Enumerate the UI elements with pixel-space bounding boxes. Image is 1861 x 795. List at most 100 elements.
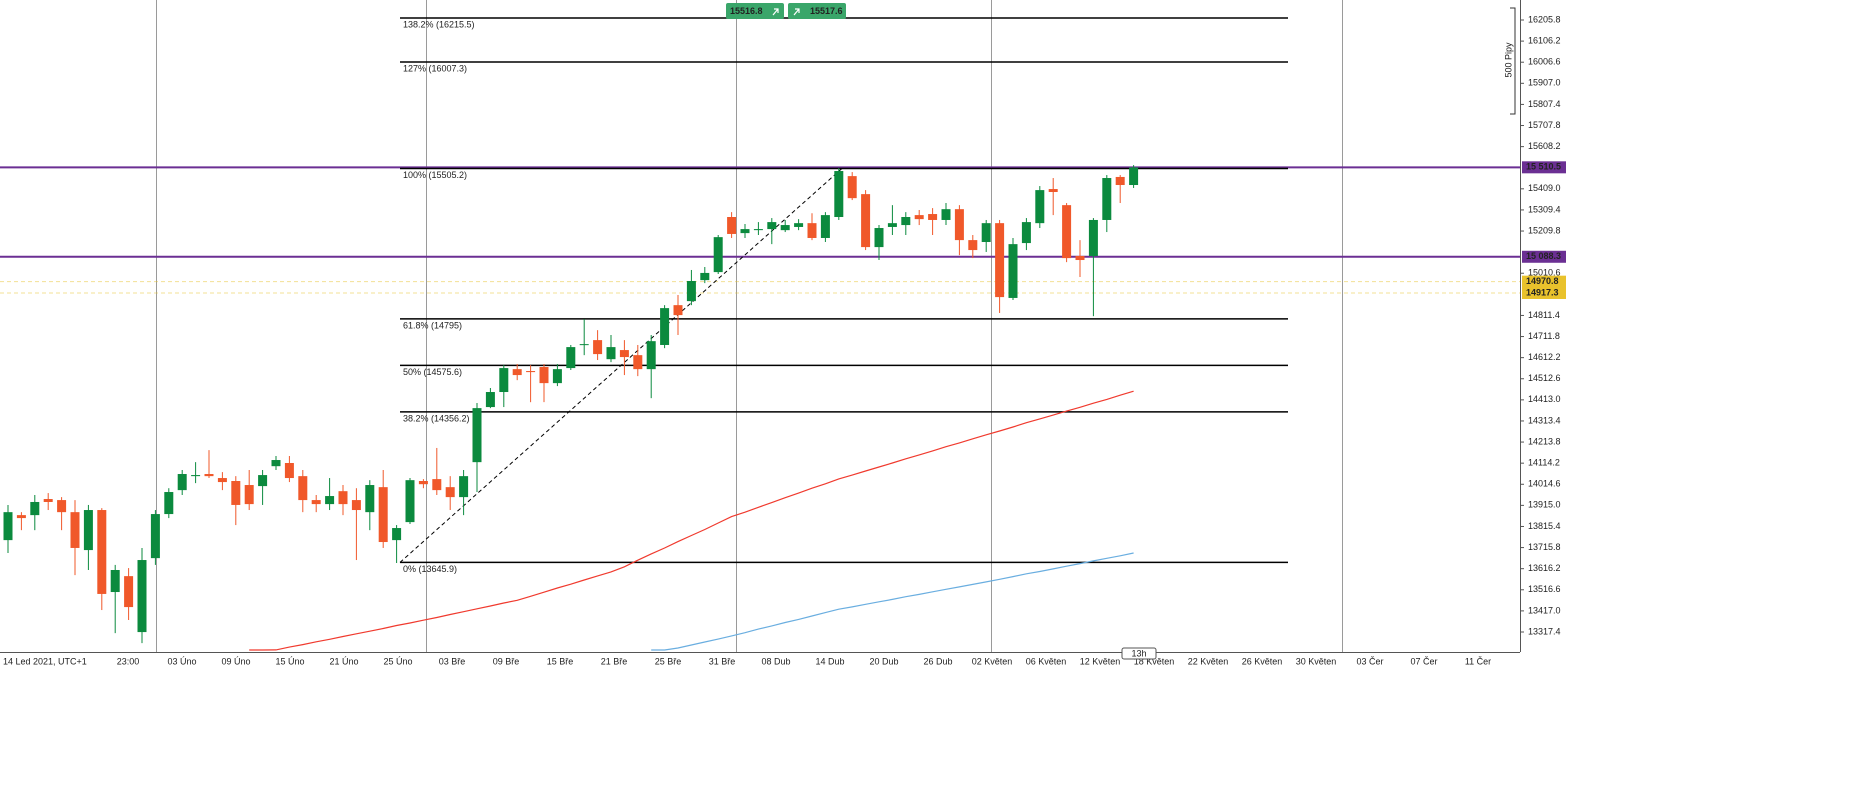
candle-body (686, 280, 696, 302)
price-tag (1522, 161, 1566, 174)
x-tick-label: 22 Květen (1188, 656, 1229, 666)
candle-body (258, 475, 268, 487)
candle-body (753, 229, 763, 231)
candle-body (164, 492, 174, 515)
x-tick-label: 26 Květen (1242, 656, 1283, 666)
price-tag (1522, 287, 1566, 300)
y-tick-label: 16106.2 (1528, 35, 1561, 45)
x-tick-label: 06 Květen (1026, 656, 1067, 666)
price-button-label: 15517.6 (810, 6, 843, 16)
candle-body (472, 408, 482, 463)
candle-body (459, 476, 469, 498)
x-tick-label: 21 Úno (329, 656, 358, 666)
x-tick-label: 21 Bře (601, 656, 628, 666)
candle-body (1035, 190, 1045, 224)
candle-body (30, 501, 40, 516)
fib-label: 0% (13645.9) (403, 564, 457, 574)
candle-body (901, 217, 911, 226)
candle-body (124, 576, 134, 608)
y-tick-label: 14014.6 (1528, 479, 1561, 489)
candle-body (1048, 189, 1058, 193)
candle-body (485, 392, 495, 408)
candle-body (928, 214, 938, 220)
price-tag-label: 15 088.3 (1526, 251, 1561, 261)
x-tick-label: 30 Květen (1296, 656, 1337, 666)
y-tick-label: 14114.2 (1528, 458, 1560, 468)
y-tick-label: 13815.4 (1528, 521, 1561, 531)
price-tag-label: 15 510.5 (1526, 162, 1561, 172)
y-tick-label: 14213.8 (1528, 436, 1561, 446)
y-tick-label: 13915.0 (1528, 500, 1561, 510)
candle-body (579, 344, 589, 346)
candle-body (593, 340, 603, 355)
x-tick-label: 02 Květen (972, 656, 1013, 666)
candle-body (365, 485, 375, 513)
x-tick-label: 03 Čer (1356, 656, 1383, 666)
candle-body (619, 350, 629, 358)
y-tick-label: 16006.6 (1528, 57, 1561, 67)
candle-body (780, 225, 790, 231)
x-tick-label: 14 Led 2021, UTC+1 (3, 656, 87, 666)
x-tick-label: 11 Čer (1465, 656, 1491, 666)
candle-body (311, 500, 321, 505)
candle-body (968, 240, 978, 251)
candle-body (432, 479, 442, 491)
price-tag-label: 14917.3 (1526, 287, 1559, 297)
candle-body (499, 368, 509, 393)
y-tick-label: 15807.4 (1528, 99, 1561, 109)
fib-label: 138.2% (16215.5) (403, 19, 475, 29)
x-tick-label: 31 Bře (709, 656, 736, 666)
scale-bracket (1510, 7, 1516, 115)
candle-body (57, 500, 67, 513)
candle-body (284, 462, 294, 479)
y-tick-label: 15309.4 (1528, 204, 1561, 214)
fib-label: 100% (15505.2) (403, 170, 467, 180)
y-tick-label: 14512.6 (1528, 373, 1561, 383)
price-button-label: 15516.8 (730, 6, 763, 16)
candle-body (700, 272, 710, 281)
y-tick-label: 15707.8 (1528, 120, 1561, 130)
candle-body (392, 528, 402, 541)
candle-body (177, 474, 187, 491)
candle-body (552, 369, 562, 384)
candle-body (1008, 244, 1018, 298)
candle-body (1075, 255, 1085, 261)
candle-body (740, 229, 750, 234)
candle-body (861, 194, 871, 248)
candle-body (325, 496, 335, 505)
x-tick-label: 03 Bře (439, 656, 466, 666)
candle-body (231, 481, 241, 505)
candle-body (97, 510, 107, 594)
price-tag-label: 14970.8 (1526, 276, 1559, 286)
fib-label: 61.8% (14795) (403, 320, 462, 330)
y-tick-label: 15209.8 (1528, 225, 1561, 235)
candle-body (1088, 219, 1098, 256)
x-tick-label: 09 Bře (493, 656, 520, 666)
price-button (788, 3, 846, 19)
arrow-icon (772, 8, 779, 16)
x-tick-label: 12 Květen (1080, 656, 1121, 666)
y-tick-label: 13616.2 (1528, 563, 1561, 573)
x-tick-label: 09 Úno (221, 656, 250, 666)
x-tick-label: 25 Úno (383, 656, 412, 666)
candle-body (767, 222, 777, 230)
candle-body (405, 480, 415, 523)
candle-body (539, 367, 549, 384)
x-tick-label: 08 Dub (761, 656, 790, 666)
candle-body (566, 347, 576, 369)
candle-body (646, 341, 656, 370)
y-tick-label: 14612.2 (1528, 352, 1561, 362)
candle-body (1062, 205, 1072, 259)
candle-body (298, 476, 308, 501)
candle-body (3, 512, 13, 541)
price-tag (1522, 250, 1566, 263)
candle-body (526, 371, 536, 373)
candle-body (338, 491, 348, 505)
candle-body (673, 305, 683, 316)
candle-body (713, 237, 723, 273)
candle-body (244, 485, 254, 505)
y-tick-label: 15409.0 (1528, 183, 1561, 193)
candle-body (70, 512, 80, 548)
candle-body (887, 223, 897, 227)
